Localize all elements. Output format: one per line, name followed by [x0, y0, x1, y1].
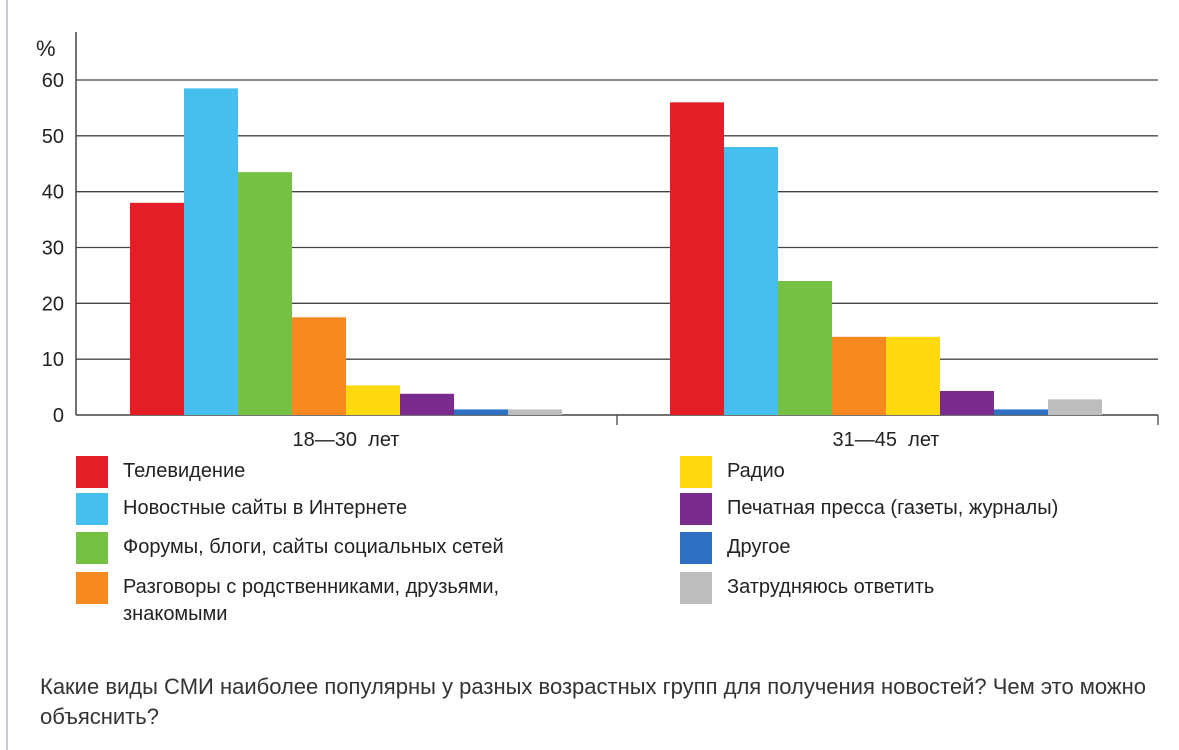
bar — [130, 202, 184, 415]
legend-item: Форумы, блоги, сайты социальных сетей — [76, 532, 636, 564]
bar — [508, 409, 562, 415]
chart-legend: Телевидение Новостные сайты в Интернете Фо… — [0, 456, 1179, 638]
bar — [940, 390, 994, 415]
bar — [724, 147, 778, 415]
bar — [778, 281, 832, 415]
legend-label: Другое — [727, 536, 791, 558]
legend-item: Телевидение — [76, 456, 636, 488]
bar — [832, 336, 886, 415]
y-tick-label: 30 — [42, 238, 64, 260]
legend-swatch — [680, 572, 712, 604]
bar — [400, 393, 454, 415]
legend-swatch — [680, 493, 712, 525]
legend-swatch — [76, 493, 108, 525]
legend-item: Другое — [680, 532, 1170, 564]
bar — [292, 317, 346, 415]
legend-label: Печатная пресса (газеты, журналы) — [727, 497, 1059, 519]
legend-item: Новостные сайты в Интернете — [76, 493, 636, 525]
y-axis-label: % — [36, 36, 56, 61]
x-tick-label: 18—30 лет — [293, 429, 400, 451]
question-caption: Какие виды СМИ наиболее популярны у разн… — [40, 674, 1147, 729]
bar — [346, 385, 400, 415]
bar — [1048, 399, 1102, 415]
legend-label: Телевидение — [123, 460, 246, 482]
bar-chart: 0 10 20 30 40 50 60% 18—30 лет 31—45 лет — [36, 32, 1159, 451]
bar — [184, 88, 238, 415]
legend-item: Печатная пресса (газеты, журналы) — [680, 493, 1170, 525]
legend-swatch — [76, 572, 108, 604]
legend-label: Форумы, блоги, сайты социальных сетей — [123, 536, 504, 558]
y-tick-label: 50 — [42, 126, 64, 148]
bar — [238, 172, 292, 415]
legend-item: Разговоры с родственниками, друзьями, зн… — [76, 572, 636, 628]
legend-swatch — [76, 456, 108, 488]
page-edge-line — [6, 0, 8, 750]
legend-swatch — [680, 456, 712, 488]
bar — [886, 336, 940, 415]
bar — [994, 409, 1048, 415]
bar — [454, 409, 508, 415]
legend-item: Радио — [680, 456, 1170, 488]
legend-label: Радио — [727, 460, 785, 482]
y-tick-label: 0 — [53, 405, 64, 427]
bar — [670, 102, 724, 415]
y-tick-label: 60 — [42, 70, 64, 92]
x-tick-label: 31—45 лет — [833, 429, 940, 451]
y-tick-label: 20 — [42, 293, 64, 315]
legend-swatch — [76, 532, 108, 564]
legend-label: Разговоры с родственниками, друзьями, зн… — [123, 576, 500, 625]
y-tick-label: 10 — [42, 349, 64, 371]
legend-label: Новостные сайты в Интернете — [123, 497, 408, 519]
legend-swatch — [680, 532, 712, 564]
legend-item: Затрудняюсь ответить — [680, 572, 1170, 604]
y-tick-label: 40 — [42, 182, 64, 204]
legend-label: Затрудняюсь ответить — [727, 576, 935, 598]
